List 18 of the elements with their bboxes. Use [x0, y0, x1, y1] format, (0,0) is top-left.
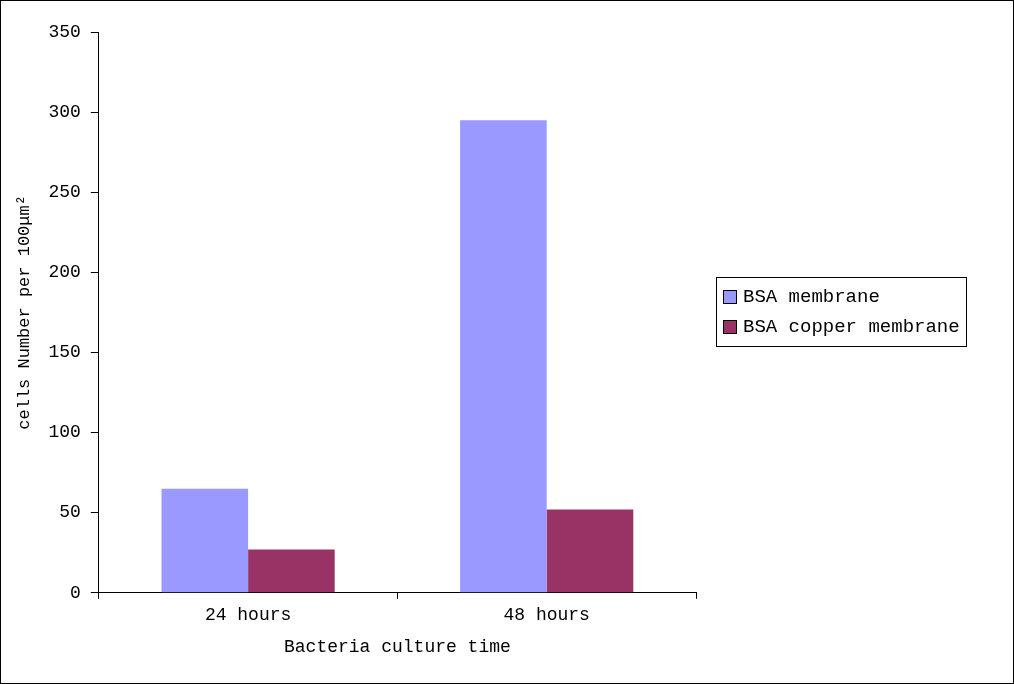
bar [460, 120, 547, 593]
y-tick-label: 150 [48, 342, 81, 363]
x-tick-label: 48 hours [503, 605, 590, 626]
bar [248, 549, 335, 593]
y-axis-title: cells Number per 100μm² [14, 195, 34, 430]
y-tick-label: 250 [48, 181, 81, 202]
bar [161, 488, 249, 593]
y-tick-label: 50 [59, 502, 81, 523]
y-tick-label: 350 [48, 21, 81, 42]
y-tick-label: 100 [48, 422, 81, 443]
y-tick-label: 0 [69, 582, 81, 603]
bar [546, 509, 634, 593]
y-tick-label: 300 [48, 101, 81, 122]
x-axis-title: Bacteria culture time [283, 636, 511, 657]
y-tick-label: 200 [48, 262, 81, 283]
legend-label: BSA copper membrane [743, 315, 960, 341]
x-tick-label: 24 hours [204, 605, 292, 626]
legend-label: BSA membrane [743, 285, 880, 311]
